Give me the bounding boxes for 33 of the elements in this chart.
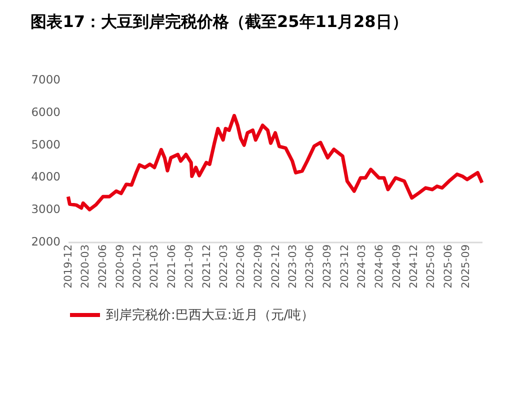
x-tick-label: 2025-03 — [425, 244, 438, 288]
chart-title: 图表17：大豆到岸完税价格（截至25年11月28日） — [30, 12, 408, 31]
x-tick-label: 2022-06 — [235, 244, 248, 288]
x-tick-label: 2021-06 — [166, 244, 178, 288]
x-tick-label: 2022-09 — [252, 244, 265, 288]
x-tick-label: 2024-03 — [356, 244, 368, 288]
x-tick-label: 2022-03 — [218, 244, 230, 288]
y-tick-label: 6000 — [31, 104, 60, 119]
x-tick-label: 2023-06 — [304, 244, 316, 288]
y-tick-label: 4000 — [31, 170, 60, 184]
x-tick-label: 2021-12 — [200, 244, 213, 288]
y-tick-label: 7000 — [31, 72, 60, 86]
x-tick-label: 2020-09 — [114, 244, 127, 288]
line-series — [66, 114, 484, 212]
y-tick-label: 2000 — [31, 234, 60, 248]
y-tick-label: 3000 — [31, 202, 60, 216]
x-tick-label: 2023-12 — [338, 244, 351, 288]
x-tick-label: 2025-06 — [442, 244, 454, 288]
x-tick-label: 2024-12 — [408, 244, 420, 288]
x-tick-label: 2023-03 — [286, 244, 299, 288]
x-tick-label: 2020-12 — [132, 244, 144, 288]
x-tick-label: 2022-12 — [270, 244, 282, 288]
x-tick-label: 2019-12 — [62, 244, 74, 288]
x-tick-label: 2020-03 — [80, 244, 92, 288]
x-tick-label: 2025-09 — [460, 244, 472, 288]
x-tick-label: 2021-03 — [148, 244, 161, 288]
x-tick-label: 2024-09 — [390, 244, 403, 288]
legend-label: 到岸完税价:巴西大豆:近月（元/吨） — [106, 307, 314, 323]
y-tick-label: 5000 — [31, 137, 60, 152]
x-tick-label: 2024-06 — [373, 244, 386, 288]
x-tick-label: 2021-09 — [184, 244, 196, 288]
x-tick-label: 2023-09 — [322, 244, 334, 288]
x-tick-label: 2020-06 — [97, 244, 110, 288]
